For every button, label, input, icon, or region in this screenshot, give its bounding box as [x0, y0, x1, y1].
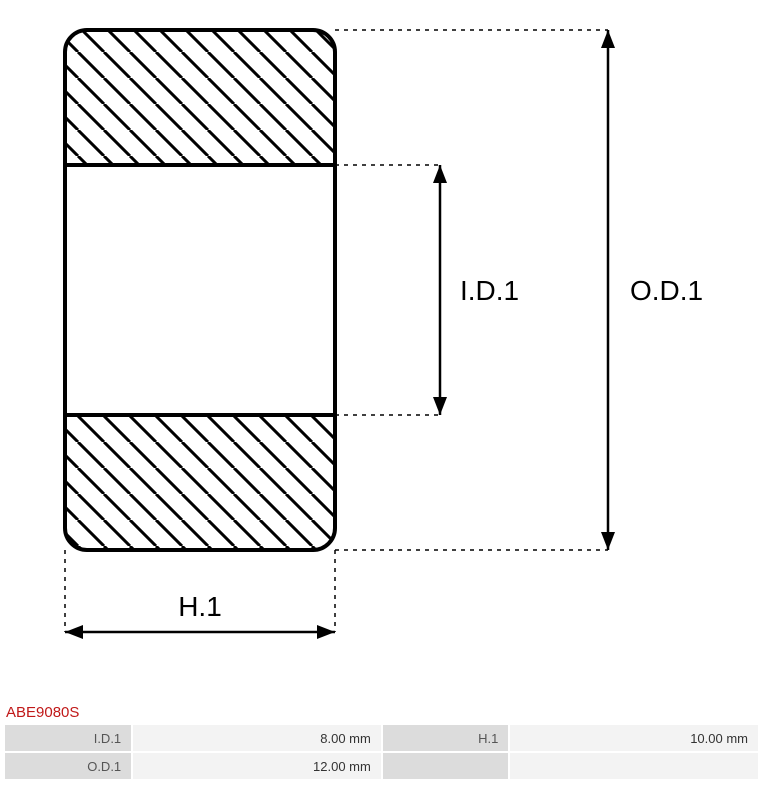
dim-val-h1: 10.00 mm — [510, 725, 758, 751]
dim-key-h1: H.1 — [383, 725, 508, 751]
dim-label-od1: O.D.1 — [630, 275, 703, 306]
dim-val-empty — [510, 753, 758, 779]
dim-val-od1: 12.00 mm — [133, 753, 381, 779]
drawing-svg: O.D.1 I.D.1 H.1 — [0, 0, 763, 700]
dim-val-id1: 8.00 mm — [133, 725, 381, 751]
dim-key-id1: I.D.1 — [5, 725, 131, 751]
technical-drawing: O.D.1 I.D.1 H.1 — [0, 0, 763, 700]
dim-label-h1: H.1 — [178, 591, 222, 622]
table-row: I.D.1 8.00 mm H.1 10.00 mm — [5, 725, 758, 751]
dim-key-od1: O.D.1 — [5, 753, 131, 779]
dim-key-empty — [383, 753, 508, 779]
part-number: ABE9080S — [0, 700, 763, 723]
table-row: O.D.1 12.00 mm — [5, 753, 758, 779]
dim-label-id1: I.D.1 — [460, 275, 519, 306]
dimensions-table: I.D.1 8.00 mm H.1 10.00 mm O.D.1 12.00 m… — [3, 723, 760, 781]
